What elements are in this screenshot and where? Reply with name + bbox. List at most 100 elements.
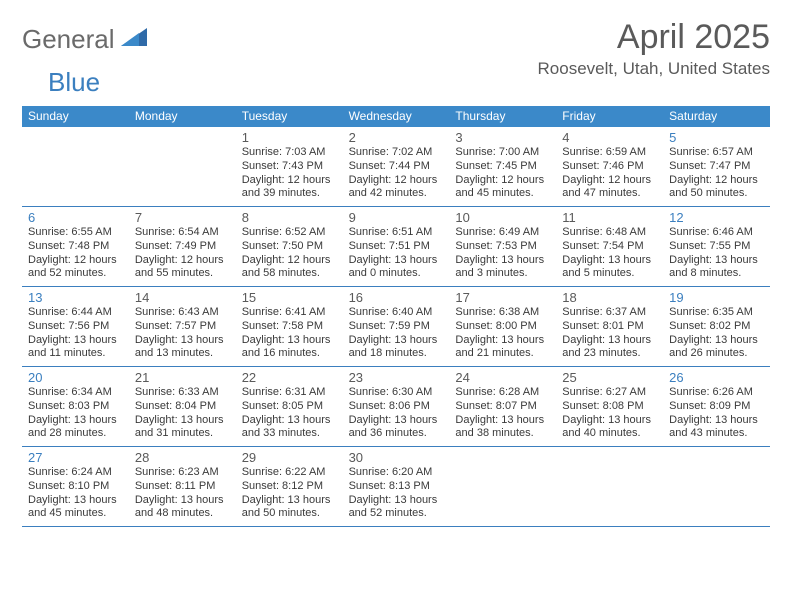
empty-cell bbox=[22, 127, 129, 206]
daylight-line2: and 31 minutes. bbox=[135, 427, 230, 441]
day-cell: 6Sunrise: 6:55 AMSunset: 7:48 PMDaylight… bbox=[22, 207, 129, 286]
daylight-line1: Daylight: 13 hours bbox=[135, 414, 230, 428]
day-cell: 30Sunrise: 6:20 AMSunset: 8:13 PMDayligh… bbox=[343, 447, 450, 526]
daylight-line2: and 48 minutes. bbox=[135, 507, 230, 521]
daylight-line1: Daylight: 12 hours bbox=[28, 254, 123, 268]
daylight-line2: and 45 minutes. bbox=[455, 187, 550, 201]
sunrise-text: Sunrise: 6:40 AM bbox=[349, 306, 444, 320]
daylight-line1: Daylight: 13 hours bbox=[242, 494, 337, 508]
day-number: 22 bbox=[242, 370, 337, 385]
daylight-line1: Daylight: 12 hours bbox=[562, 174, 657, 188]
daylight-line1: Daylight: 13 hours bbox=[349, 334, 444, 348]
empty-cell bbox=[556, 447, 663, 526]
sunset-text: Sunset: 7:51 PM bbox=[349, 240, 444, 254]
page-title: April 2025 bbox=[538, 18, 770, 57]
day-number: 3 bbox=[455, 130, 550, 145]
daylight-line1: Daylight: 13 hours bbox=[135, 334, 230, 348]
day-cell: 7Sunrise: 6:54 AMSunset: 7:49 PMDaylight… bbox=[129, 207, 236, 286]
day-number: 4 bbox=[562, 130, 657, 145]
day-cell: 13Sunrise: 6:44 AMSunset: 7:56 PMDayligh… bbox=[22, 287, 129, 366]
daylight-line1: Daylight: 12 hours bbox=[242, 254, 337, 268]
sunset-text: Sunset: 7:48 PM bbox=[28, 240, 123, 254]
daylight-line2: and 0 minutes. bbox=[349, 267, 444, 281]
daylight-line1: Daylight: 13 hours bbox=[349, 414, 444, 428]
daylight-line1: Daylight: 13 hours bbox=[669, 254, 764, 268]
day-cell: 1Sunrise: 7:03 AMSunset: 7:43 PMDaylight… bbox=[236, 127, 343, 206]
daylight-line2: and 28 minutes. bbox=[28, 427, 123, 441]
daylight-line2: and 45 minutes. bbox=[28, 507, 123, 521]
sunset-text: Sunset: 8:06 PM bbox=[349, 400, 444, 414]
day-number: 19 bbox=[669, 290, 764, 305]
day-number: 16 bbox=[349, 290, 444, 305]
sunrise-text: Sunrise: 6:49 AM bbox=[455, 226, 550, 240]
dow-cell: Monday bbox=[129, 106, 236, 127]
daylight-line2: and 18 minutes. bbox=[349, 347, 444, 361]
daylight-line2: and 33 minutes. bbox=[242, 427, 337, 441]
daylight-line1: Daylight: 13 hours bbox=[669, 334, 764, 348]
day-number: 27 bbox=[28, 450, 123, 465]
day-cell: 28Sunrise: 6:23 AMSunset: 8:11 PMDayligh… bbox=[129, 447, 236, 526]
sunset-text: Sunset: 7:58 PM bbox=[242, 320, 337, 334]
day-cell: 23Sunrise: 6:30 AMSunset: 8:06 PMDayligh… bbox=[343, 367, 450, 446]
daylight-line2: and 39 minutes. bbox=[242, 187, 337, 201]
empty-cell bbox=[449, 447, 556, 526]
sunrise-text: Sunrise: 7:02 AM bbox=[349, 146, 444, 160]
daylight-line1: Daylight: 13 hours bbox=[455, 254, 550, 268]
daylight-line2: and 13 minutes. bbox=[135, 347, 230, 361]
day-cell: 4Sunrise: 6:59 AMSunset: 7:46 PMDaylight… bbox=[556, 127, 663, 206]
day-number: 15 bbox=[242, 290, 337, 305]
day-number: 5 bbox=[669, 130, 764, 145]
sunset-text: Sunset: 7:46 PM bbox=[562, 160, 657, 174]
daylight-line2: and 47 minutes. bbox=[562, 187, 657, 201]
sunrise-text: Sunrise: 6:31 AM bbox=[242, 386, 337, 400]
daylight-line2: and 52 minutes. bbox=[28, 267, 123, 281]
day-cell: 12Sunrise: 6:46 AMSunset: 7:55 PMDayligh… bbox=[663, 207, 770, 286]
sunrise-text: Sunrise: 7:00 AM bbox=[455, 146, 550, 160]
daylight-line1: Daylight: 13 hours bbox=[669, 414, 764, 428]
daylight-line1: Daylight: 13 hours bbox=[562, 414, 657, 428]
day-cell: 10Sunrise: 6:49 AMSunset: 7:53 PMDayligh… bbox=[449, 207, 556, 286]
sunrise-text: Sunrise: 6:44 AM bbox=[28, 306, 123, 320]
day-cell: 20Sunrise: 6:34 AMSunset: 8:03 PMDayligh… bbox=[22, 367, 129, 446]
sunrise-text: Sunrise: 6:59 AM bbox=[562, 146, 657, 160]
sunrise-text: Sunrise: 6:57 AM bbox=[669, 146, 764, 160]
day-cell: 24Sunrise: 6:28 AMSunset: 8:07 PMDayligh… bbox=[449, 367, 556, 446]
day-cell: 19Sunrise: 6:35 AMSunset: 8:02 PMDayligh… bbox=[663, 287, 770, 366]
sunset-text: Sunset: 8:03 PM bbox=[28, 400, 123, 414]
daylight-line2: and 40 minutes. bbox=[562, 427, 657, 441]
sunset-text: Sunset: 8:08 PM bbox=[562, 400, 657, 414]
daylight-line2: and 50 minutes. bbox=[669, 187, 764, 201]
sunrise-text: Sunrise: 6:41 AM bbox=[242, 306, 337, 320]
sunset-text: Sunset: 7:50 PM bbox=[242, 240, 337, 254]
day-cell: 14Sunrise: 6:43 AMSunset: 7:57 PMDayligh… bbox=[129, 287, 236, 366]
day-number: 9 bbox=[349, 210, 444, 225]
sunset-text: Sunset: 7:49 PM bbox=[135, 240, 230, 254]
day-number: 24 bbox=[455, 370, 550, 385]
sunrise-text: Sunrise: 6:43 AM bbox=[135, 306, 230, 320]
daylight-line1: Daylight: 13 hours bbox=[562, 334, 657, 348]
day-number: 10 bbox=[455, 210, 550, 225]
daylight-line1: Daylight: 12 hours bbox=[135, 254, 230, 268]
daylight-line2: and 52 minutes. bbox=[349, 507, 444, 521]
dow-cell: Friday bbox=[556, 106, 663, 127]
sunrise-text: Sunrise: 6:55 AM bbox=[28, 226, 123, 240]
day-number: 26 bbox=[669, 370, 764, 385]
day-cell: 26Sunrise: 6:26 AMSunset: 8:09 PMDayligh… bbox=[663, 367, 770, 446]
brand-part1: General bbox=[22, 24, 115, 55]
day-number: 17 bbox=[455, 290, 550, 305]
dow-cell: Sunday bbox=[22, 106, 129, 127]
sunset-text: Sunset: 8:01 PM bbox=[562, 320, 657, 334]
daylight-line1: Daylight: 12 hours bbox=[242, 174, 337, 188]
day-number: 6 bbox=[28, 210, 123, 225]
day-number: 30 bbox=[349, 450, 444, 465]
day-cell: 8Sunrise: 6:52 AMSunset: 7:50 PMDaylight… bbox=[236, 207, 343, 286]
daylight-line1: Daylight: 12 hours bbox=[455, 174, 550, 188]
day-cell: 25Sunrise: 6:27 AMSunset: 8:08 PMDayligh… bbox=[556, 367, 663, 446]
empty-cell bbox=[129, 127, 236, 206]
sunset-text: Sunset: 7:56 PM bbox=[28, 320, 123, 334]
day-number: 25 bbox=[562, 370, 657, 385]
sunset-text: Sunset: 8:10 PM bbox=[28, 480, 123, 494]
day-cell: 3Sunrise: 7:00 AMSunset: 7:45 PMDaylight… bbox=[449, 127, 556, 206]
sunrise-text: Sunrise: 6:22 AM bbox=[242, 466, 337, 480]
day-cell: 5Sunrise: 6:57 AMSunset: 7:47 PMDaylight… bbox=[663, 127, 770, 206]
